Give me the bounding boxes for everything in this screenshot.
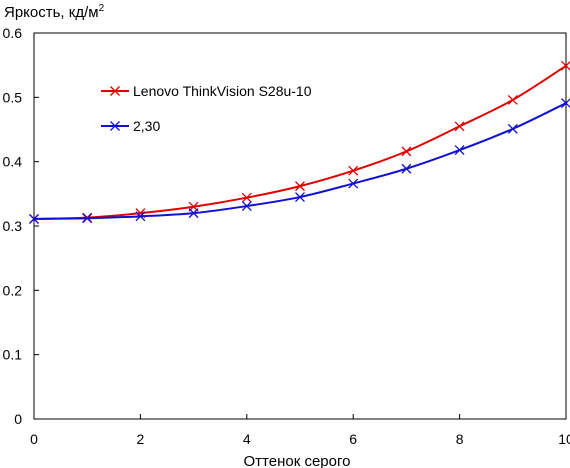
y-tick-label: 0.5 [3,89,23,105]
x-axis-label: Оттенок серого [244,453,351,468]
data-point [401,163,412,174]
data-point [188,208,199,219]
series-layer [29,60,570,224]
data-point [348,178,359,189]
data-point [82,213,93,224]
data-point [241,192,252,203]
series-line [33,102,567,220]
data-point [454,121,465,132]
data-point [241,201,252,212]
y-axis-label: Яркость, кд/м2 [4,3,105,21]
legend-item-2: 2,30 [101,118,160,134]
axes: 0 0.1 0.2 0.3 0.4 0.5 0.6 0 2 4 6 8 10 [3,25,570,447]
y-tick-label: 0.3 [3,218,23,234]
x-tick-label: 0 [30,431,38,447]
legend-label: Lenovo ThinkVision S28u-10 [133,83,312,99]
y-tick-label: 0.4 [3,154,23,170]
x-tick-label: 8 [456,431,464,447]
data-point [454,145,465,156]
legend: Lenovo ThinkVision S28u-10 2,30 [101,83,312,134]
y-tick-label: 0 [14,411,22,427]
data-point [561,98,570,109]
legend-marker [110,121,120,131]
x-tick-label: 10 [558,431,570,447]
data-point [507,94,518,105]
y-tick-label: 0.2 [3,282,23,298]
x-tick-label: 4 [243,431,251,447]
x-tick-label: 2 [137,431,145,447]
legend-item-1: Lenovo ThinkVision S28u-10 [101,83,312,99]
data-point [507,123,518,134]
data-point [348,165,359,176]
data-point [135,211,146,222]
y-tick-label: 0.1 [3,347,23,363]
y-tick-label: 0.6 [3,25,23,41]
legend-marker [110,86,120,96]
series-2 [29,98,570,224]
data-point [29,213,39,224]
data-point [401,146,412,157]
x-tick-label: 6 [349,431,357,447]
data-point [295,181,305,192]
legend-label: 2,30 [133,118,160,134]
data-point [295,192,305,203]
data-point [561,60,570,71]
